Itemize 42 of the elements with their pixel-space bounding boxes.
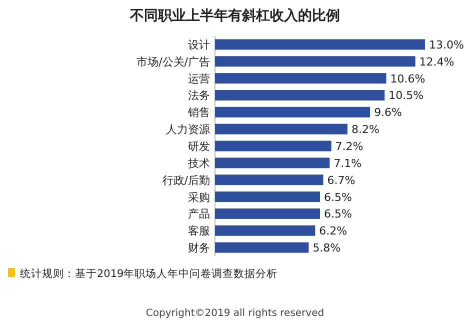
bar [215, 140, 332, 152]
bar [215, 208, 320, 219]
data-label: 5.8% [312, 242, 341, 255]
bar [215, 90, 385, 100]
y-tick-label: 客服 [188, 224, 210, 238]
y-tick-label: 研发 [188, 140, 210, 153]
data-label: 9.6% [374, 106, 402, 120]
bar [215, 106, 370, 118]
data-label: 6.5% [324, 208, 352, 221]
y-tick-label: 运营 [188, 72, 210, 86]
chart-title: 不同职业上半年有斜杠收入的比例 [129, 8, 340, 24]
data-label: 6.5% [324, 190, 352, 204]
bar [215, 192, 320, 202]
y-tick-label: 财务 [188, 242, 210, 255]
y-tick-label: 法务 [188, 89, 210, 102]
data-label: 13.0% [429, 38, 464, 52]
text: 统计规则：基于2019年职场人年中问卷调查数据分析 [20, 267, 278, 280]
y-tick-label: 市场/公关/广告 [136, 55, 210, 68]
text: Copyright©2019 all rights reserved [146, 308, 324, 319]
data-label: 10.6% [390, 72, 426, 86]
bar [215, 158, 330, 168]
bar [215, 73, 386, 84]
data-label: 12.4% [419, 55, 454, 68]
y-tick-label: 销售 [187, 106, 210, 120]
data-label: 8.2% [351, 123, 380, 136]
bar [215, 225, 316, 236]
bar [215, 56, 416, 67]
bar [215, 174, 324, 186]
y-tick-label: 行政/后勤 [162, 174, 210, 187]
y-tick-label: 产品 [188, 208, 210, 221]
bar [215, 124, 348, 134]
data-label: 7.1% [334, 156, 362, 170]
y-tick-label: 设计 [188, 38, 210, 52]
y-tick-label: 技术 [187, 156, 210, 170]
y-tick-label: 人力资源 [166, 123, 210, 136]
data-label: 6.7% [327, 174, 356, 187]
y-tick-label: 采购 [188, 190, 210, 204]
data-label: 10.5% [388, 89, 424, 102]
data-label: 6.2% [319, 224, 348, 238]
data-label: 7.2% [335, 140, 364, 153]
bar [215, 242, 309, 253]
bar [215, 39, 425, 50]
